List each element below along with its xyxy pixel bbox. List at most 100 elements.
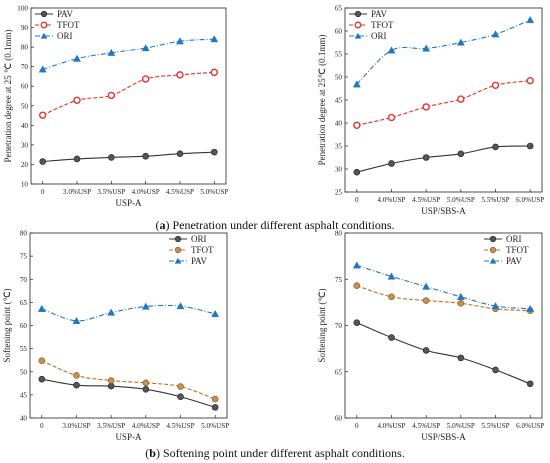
series-line-tfot — [41, 360, 216, 400]
y-tick-label: 40 — [20, 415, 28, 423]
x-tick-label: 0 — [355, 196, 359, 204]
y-tick-label: 10 — [21, 181, 29, 189]
x-tick-label: 6.0%USP — [516, 422, 544, 430]
legend-label-ori: ORI — [371, 31, 387, 41]
data-point-pav — [37, 304, 46, 312]
plot-frame — [30, 7, 227, 185]
data-point-ori — [210, 35, 219, 43]
data-point-tfot — [107, 91, 116, 100]
data-point-tfot — [177, 383, 184, 390]
series-line-pav — [356, 264, 531, 310]
data-point-pav — [176, 150, 184, 157]
legend-marker-tfot — [354, 21, 362, 29]
chart-penetration-usp-sbs-a: 25 30 35 40 45 50 55 60 65 0 4.0%USP 4.5%USP 5.0%USP… — [317, 5, 544, 217]
data-point-pav — [73, 155, 81, 163]
legend-label-tfot: TFOT — [506, 245, 529, 255]
y-tick-label: 70 — [21, 63, 29, 71]
data-point-pav — [456, 292, 465, 300]
x-tick-label: 5.5%USP — [481, 196, 509, 204]
data-point-ori — [141, 44, 150, 52]
y-tick-label: 35 — [335, 143, 343, 151]
data-point-pav — [352, 261, 361, 269]
data-point-ori — [142, 386, 150, 393]
x-tick-label: 3.0%USP — [62, 422, 90, 430]
legend-marker-pav — [174, 257, 182, 264]
data-point-tfot — [39, 111, 47, 119]
data-point-pav — [142, 152, 149, 160]
data-point-ori — [526, 380, 534, 388]
data-point-ori — [422, 347, 430, 354]
y-axis-title: Penetration degree at 25℃ (0.1mm) — [317, 35, 327, 166]
y-tick-label: 100 — [17, 5, 28, 13]
data-point-tfot — [73, 372, 80, 379]
legend-marker-ori — [354, 32, 362, 39]
legend-label-tfot: TFOT — [57, 20, 80, 30]
data-point-tfot — [422, 297, 430, 304]
y-tick-label: 65 — [335, 5, 343, 13]
legend-marker-tfot — [489, 246, 497, 254]
x-tick-label: 4.5%USP — [412, 422, 440, 430]
y-tick-label: 50 — [335, 74, 343, 82]
data-point-pav — [422, 154, 430, 161]
data-point-ori — [352, 80, 361, 88]
y-tick-label: 60 — [20, 322, 28, 330]
x-tick-label: 4.0%USP — [132, 422, 160, 430]
data-point-pav — [492, 143, 499, 151]
y-axis-title: Softening point (℃) — [317, 288, 327, 362]
data-point-tfot — [353, 282, 361, 290]
data-point-pav — [457, 150, 465, 158]
data-point-tfot — [457, 299, 465, 307]
data-point-pav — [39, 158, 47, 165]
legend-label-pav: PAV — [191, 256, 208, 266]
caption-a-text: Penetration under different asphalt cond… — [169, 218, 394, 232]
y-tick-label: 45 — [20, 391, 28, 399]
data-point-tfot — [210, 68, 219, 77]
x-tick-label: 5.5%USP — [481, 422, 509, 430]
x-tick-label: 4.5%USP — [412, 196, 440, 204]
y-tick-label: 70 — [335, 322, 343, 330]
data-point-tfot — [457, 95, 465, 103]
x-tick-label: 6.0%USP — [516, 196, 544, 204]
x-tick-label: 5.0%USP — [201, 422, 229, 430]
y-tick-label: 50 — [21, 102, 29, 110]
data-point-tfot — [526, 76, 534, 85]
x-axis-title: USP-A — [115, 432, 142, 442]
legend-label-ori: ORI — [57, 31, 73, 41]
data-point-tfot — [176, 71, 184, 79]
y-tick-label: 55 — [20, 345, 28, 353]
legend-marker-ori — [489, 235, 497, 243]
data-point-tfot — [422, 103, 430, 111]
data-point-ori — [73, 381, 80, 389]
series-line-tfot — [356, 80, 531, 126]
data-point-ori — [526, 15, 535, 24]
y-tick-label: 25 — [335, 189, 343, 197]
series-line-ori — [42, 38, 215, 70]
caption-a: (a) Penetration under different asphalt … — [155, 218, 394, 232]
chart-penetration-usp-a: 10 20 30 40 50 60 70 80 90 100 0 3.0%USP 3.5%USP 4.0%… — [3, 5, 228, 209]
series-line-ori — [356, 322, 531, 385]
data-point-pav — [422, 282, 431, 290]
data-point-tfot — [73, 96, 81, 105]
y-tick-label: 65 — [335, 368, 343, 376]
x-tick-label: 4.0%USP — [377, 422, 405, 430]
data-point-ori — [73, 54, 81, 62]
data-point-pav — [387, 272, 396, 280]
x-tick-label: 0 — [355, 422, 359, 430]
data-point-ori — [211, 404, 219, 411]
data-point-ori — [456, 38, 465, 46]
y-tick-label: 90 — [21, 24, 29, 32]
data-point-tfot — [38, 357, 46, 364]
data-point-tfot — [353, 121, 361, 130]
y-tick-label: 45 — [335, 97, 343, 105]
data-point-ori — [38, 375, 46, 383]
y-tick-label: 70 — [20, 276, 28, 284]
y-axis-title: Softening point (℃) — [2, 288, 12, 362]
x-tick-label: 3.0%USP — [63, 188, 91, 196]
data-point-tfot — [211, 395, 219, 403]
y-tick-label: 20 — [21, 161, 29, 169]
legend-marker-pav — [40, 10, 48, 18]
x-tick-label: 4.0%USP — [132, 188, 160, 196]
data-point-tfot — [388, 293, 395, 301]
data-point-ori — [353, 319, 361, 327]
